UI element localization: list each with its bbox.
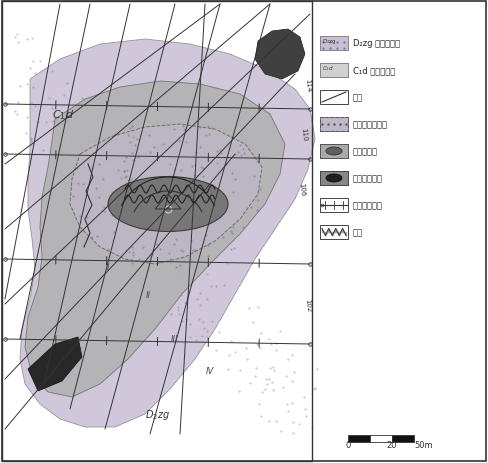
Bar xyxy=(392,435,414,442)
Text: 102: 102 xyxy=(305,297,311,311)
Text: 勘探线及编号: 勘探线及编号 xyxy=(353,201,383,210)
Bar xyxy=(320,172,348,186)
Bar xyxy=(320,64,348,78)
Ellipse shape xyxy=(326,148,342,156)
Bar xyxy=(348,435,370,442)
Text: 断裂: 断裂 xyxy=(353,94,363,102)
Bar xyxy=(320,199,348,213)
Bar xyxy=(320,172,348,186)
Bar xyxy=(320,118,348,131)
Bar xyxy=(320,37,348,51)
Polygon shape xyxy=(25,82,285,397)
Bar xyxy=(2,2,312,461)
Text: 0: 0 xyxy=(346,440,350,449)
Text: 推测深部矿体: 推测深部矿体 xyxy=(353,174,383,183)
Bar xyxy=(320,37,348,51)
Polygon shape xyxy=(70,125,262,264)
Ellipse shape xyxy=(326,175,342,182)
Bar xyxy=(320,64,348,78)
Text: 114: 114 xyxy=(305,78,311,92)
Text: $C_1d$: $C_1d$ xyxy=(322,64,334,73)
Bar xyxy=(320,118,348,131)
Bar xyxy=(370,435,392,442)
Text: 蚀变分带及编号: 蚀变分带及编号 xyxy=(353,120,388,129)
Text: 106: 106 xyxy=(299,182,305,197)
Text: D₂zg 泥盆系上统: D₂zg 泥盆系上统 xyxy=(353,39,400,49)
Bar xyxy=(320,91,348,105)
Bar xyxy=(320,144,348,159)
Text: 矿体及编号: 矿体及编号 xyxy=(353,147,378,156)
Text: 110: 110 xyxy=(301,128,307,142)
Polygon shape xyxy=(28,337,82,391)
Text: IV: IV xyxy=(206,367,214,375)
Text: 50m: 50m xyxy=(414,440,433,449)
Text: 20: 20 xyxy=(387,440,397,449)
Text: $D_2zg$: $D_2zg$ xyxy=(145,407,170,421)
Text: III: III xyxy=(171,335,179,344)
Polygon shape xyxy=(20,40,315,427)
Text: C₁d 石炭系下统: C₁d 石炭系下统 xyxy=(353,66,395,75)
Bar xyxy=(320,144,348,159)
Text: I: I xyxy=(107,263,109,272)
Text: $D_2$zg: $D_2$zg xyxy=(322,37,337,46)
Text: 巷道: 巷道 xyxy=(353,228,363,237)
Text: II: II xyxy=(145,290,150,299)
Polygon shape xyxy=(255,30,305,80)
Ellipse shape xyxy=(108,177,228,232)
Bar xyxy=(320,225,348,239)
Text: $C_1d$: $C_1d$ xyxy=(52,108,74,122)
